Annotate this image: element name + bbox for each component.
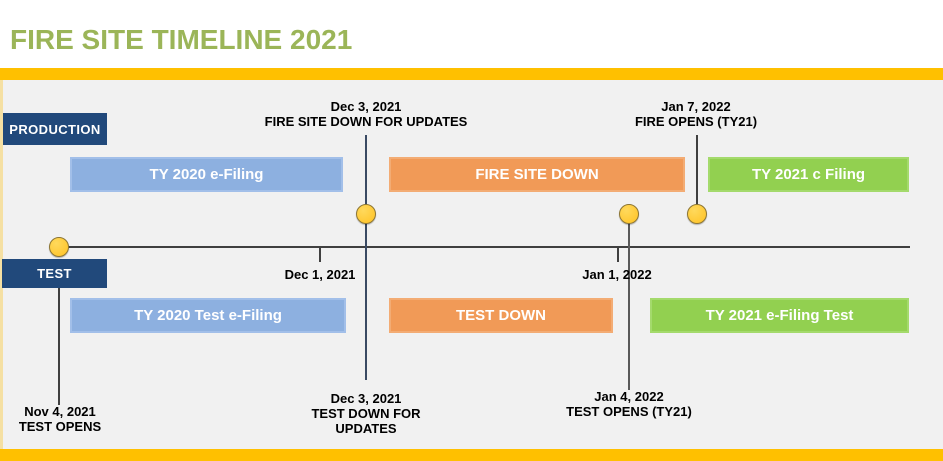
connector-jan7-line [696, 135, 698, 205]
annotation-line: Dec 3, 2021 [330, 99, 402, 114]
lane-label-production: PRODUCTION [3, 113, 107, 145]
annotation-line: FIRE OPENS (TY21) [634, 114, 758, 129]
tick-label-dec1: Dec 1, 2021 [284, 267, 356, 282]
connector-dec3-line [365, 135, 367, 380]
bar-ty2020-test-efiling-label: TY 2020 Test e-Filing [134, 307, 282, 324]
lane-label-production-text: PRODUCTION [9, 121, 101, 137]
bar-ty2020-efiling: TY 2020 e-Filing [70, 157, 343, 192]
lane-label-test: TEST [2, 259, 107, 288]
bar-ty2021-filing-label: TY 2021 c Filing [751, 166, 866, 183]
milestone-circle-jan4 [619, 204, 639, 224]
annotation-line: Jan 7, 2022 [661, 99, 731, 114]
annotation-line: UPDATES [335, 421, 397, 436]
bottom-accent-bar [0, 449, 943, 461]
annotation-line: Nov 4, 2021 [24, 404, 96, 419]
tick-dec1 [319, 248, 321, 262]
milestone-circle-nov4 [49, 237, 69, 257]
annotation-line: Jan 4, 2022 [594, 389, 664, 404]
tick-label-jan1: Jan 1, 2022 [582, 267, 652, 282]
annotation-line: TEST OPENS (TY21) [566, 404, 692, 419]
annotation-fire-opens-ty21: Jan 7, 2022 FIRE OPENS (TY21) [576, 99, 816, 129]
bar-fire-site-down-label: FIRE SITE DOWN [475, 166, 599, 183]
lane-label-test-text: TEST [37, 266, 72, 281]
milestone-circle-dec3 [356, 204, 376, 224]
bar-ty2021-efiling-test: TY 2021 e-Filing Test [650, 298, 909, 333]
bar-ty2020-test-efiling: TY 2020 Test e-Filing [70, 298, 346, 333]
bar-fire-site-down: FIRE SITE DOWN [389, 157, 685, 192]
connector-nov4-line [58, 288, 60, 405]
bar-ty2021-efiling-test-label: TY 2021 e-Filing Test [705, 307, 854, 324]
tick-jan1 [617, 248, 619, 262]
milestone-circle-jan7 [687, 204, 707, 224]
page-title: FIRE SITE TIMELINE 2021 [10, 24, 353, 55]
bar-ty2020-efiling-label: TY 2020 e-Filing [149, 166, 264, 183]
annotation-fire-site-down-for-updates: Dec 3, 2021 FIRE SITE DOWN FOR UPDATES [236, 99, 496, 129]
bar-ty2021-filing: TY 2021 c Filing [708, 157, 909, 192]
timeline-axis-line [59, 246, 910, 248]
timeline-panel [0, 80, 943, 449]
annotation-line: TEST DOWN FOR [311, 406, 421, 421]
top-accent-bar [0, 68, 943, 80]
annotation-line: TEST OPENS [18, 419, 102, 434]
annotation-test-opens: Nov 4, 2021 TEST OPENS [0, 404, 120, 434]
annotation-test-down-for-updates: Dec 3, 2021 TEST DOWN FOR UPDATES [266, 391, 466, 436]
bar-test-down-label: TEST DOWN [456, 307, 546, 324]
annotation-line: FIRE SITE DOWN FOR UPDATES [264, 114, 468, 129]
annotation-line: Dec 3, 2021 [330, 391, 402, 406]
connector-jan4-line [628, 214, 630, 390]
annotation-test-opens-ty21: Jan 4, 2022 TEST OPENS (TY21) [519, 389, 739, 419]
bar-test-down: TEST DOWN [389, 298, 613, 333]
